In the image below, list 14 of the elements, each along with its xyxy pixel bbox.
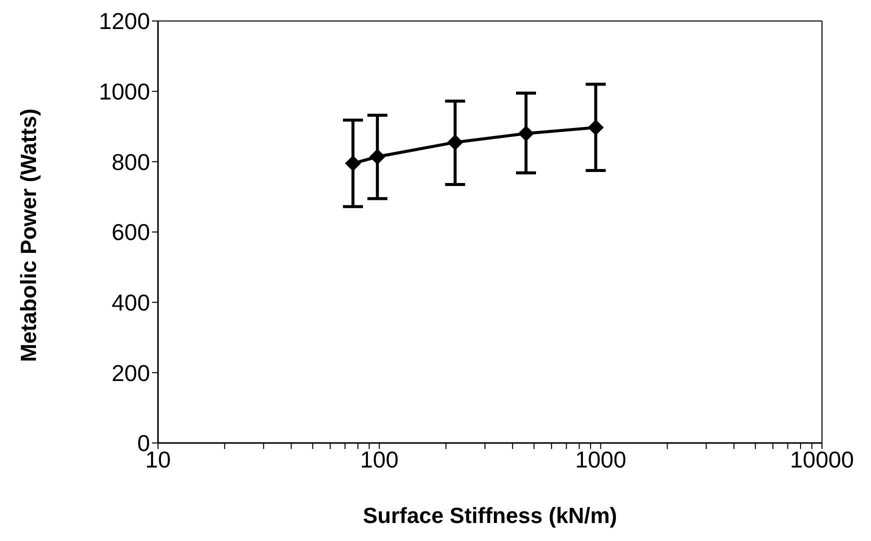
y-tick-label: 800 — [112, 148, 150, 175]
y-tick-label: 400 — [112, 290, 150, 316]
x-tick-label: 100 — [360, 446, 399, 472]
point — [588, 120, 604, 136]
y-tick-label: 1000 — [98, 78, 150, 104]
x-axis-title: Surface Stiffness (kN/m) — [362, 503, 618, 528]
point — [447, 134, 464, 150]
point — [518, 126, 534, 142]
x-tick-label: 1000 — [575, 446, 626, 472]
y-tick-label: 1200 — [98, 8, 150, 34]
y-axis-title: Metabolic Power (Watts) — [16, 108, 41, 362]
y-tick-label: 600 — [112, 219, 150, 246]
x-tick-label: 10000 — [790, 446, 854, 472]
y-tick-label: 200 — [112, 360, 150, 386]
